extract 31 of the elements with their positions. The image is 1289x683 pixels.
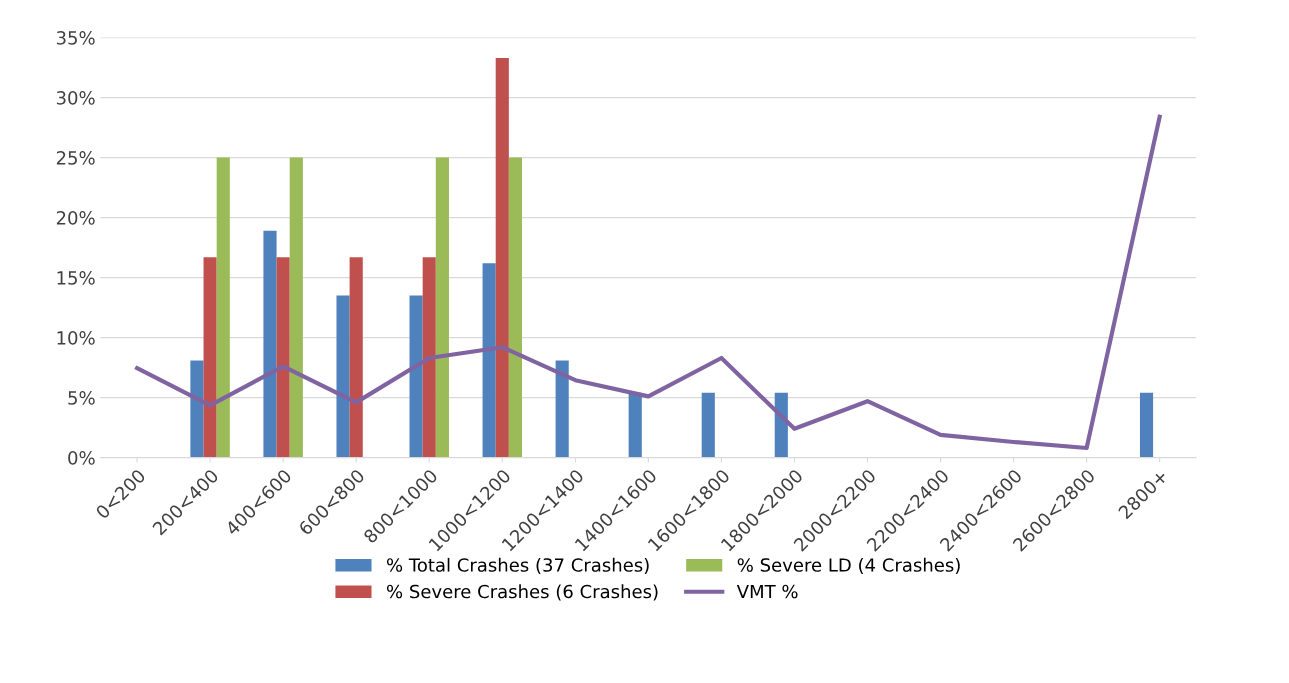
bar (349, 257, 363, 458)
y-tick-label: 30% (56, 91, 95, 105)
bar (495, 57, 509, 458)
bar (1139, 392, 1154, 458)
bar (482, 263, 496, 458)
bar (336, 295, 350, 458)
legend-label: % Severe Crashes (6 Crashes) (386, 584, 658, 601)
bar (422, 257, 436, 458)
bar (276, 257, 290, 458)
legend-label: % Total Crashes (37 Crashes) (386, 557, 649, 574)
y-tick-label: 5% (68, 391, 95, 405)
y-tick-label: 35% (56, 31, 95, 45)
bar (508, 157, 522, 458)
y-tick-label: 15% (57, 271, 95, 285)
y-tick-label: 0% (68, 451, 95, 465)
bar (216, 157, 230, 458)
bar (435, 157, 449, 458)
y-tick-label: 20% (56, 211, 95, 225)
bar (203, 257, 217, 458)
bar (628, 392, 642, 458)
bar (555, 360, 569, 458)
bar (409, 295, 423, 458)
bar (190, 360, 204, 458)
bar (263, 230, 277, 458)
y-tick-label: 10% (57, 331, 95, 345)
bar (701, 392, 715, 458)
legend-label: % Severe LD (4 Crashes) (737, 557, 960, 574)
line-series (134, 114, 1162, 451)
y-tick-label: 25% (56, 151, 95, 165)
bar (289, 157, 303, 458)
legend-label: VMT % (736, 584, 798, 599)
